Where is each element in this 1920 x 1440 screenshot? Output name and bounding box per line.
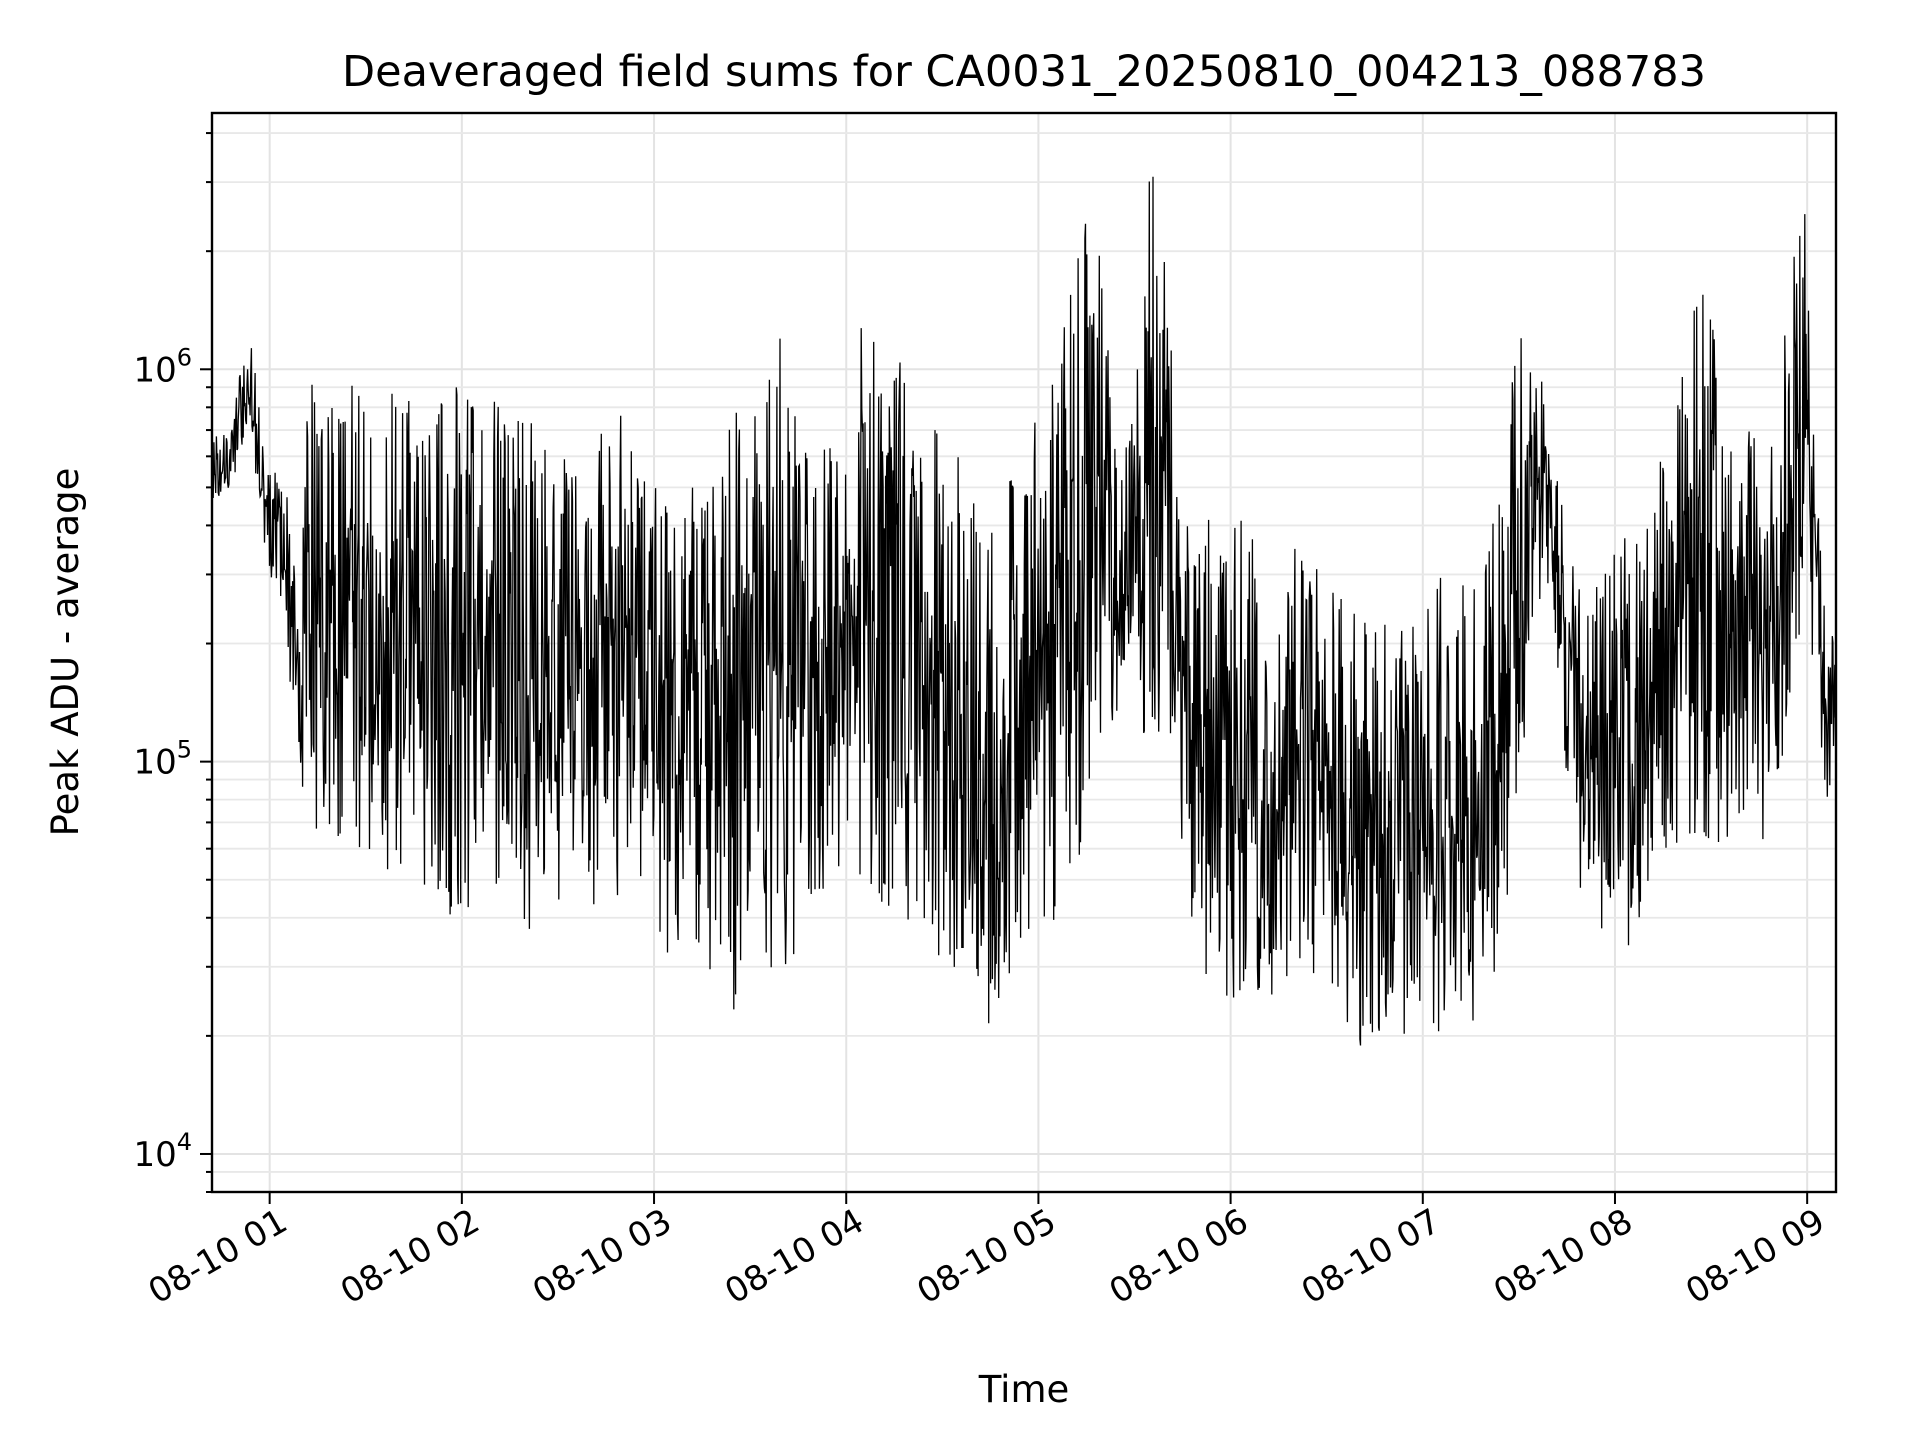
y-tick-label-2: 106 [133,343,192,390]
trace-layer [211,176,1837,1046]
series-line [211,176,1837,1046]
x-tick-label-1: 08-10 02 [334,1201,486,1312]
x-tick-label-3: 08-10 04 [718,1201,870,1312]
y-axis: 104 105 106 [133,132,212,1193]
y-tick-label-1: 105 [133,736,192,783]
x-tick-label-4: 08-10 05 [911,1201,1063,1312]
y-tick-label-0: 104 [133,1128,192,1175]
x-tick-label-7: 08-10 08 [1487,1201,1639,1312]
x-tick-label-0: 08-10 01 [142,1201,294,1312]
chart-title: Deaveraged field sums for CA0031_2025081… [342,47,1706,97]
x-tick-label-6: 08-10 07 [1295,1201,1447,1312]
x-tick-label-2: 08-10 03 [526,1201,678,1312]
x-axis: 08-10 01 08-10 02 08-10 03 08-10 04 08-10 05… [142,1192,1832,1312]
plot-frame [210,111,1838,1194]
x-axis-label: Time [978,1368,1070,1411]
x-tick-label-5: 08-10 06 [1103,1201,1255,1312]
x-tick-label-8: 08-10 09 [1679,1201,1831,1312]
y-axis-label: Peak ADU - average [44,468,87,837]
